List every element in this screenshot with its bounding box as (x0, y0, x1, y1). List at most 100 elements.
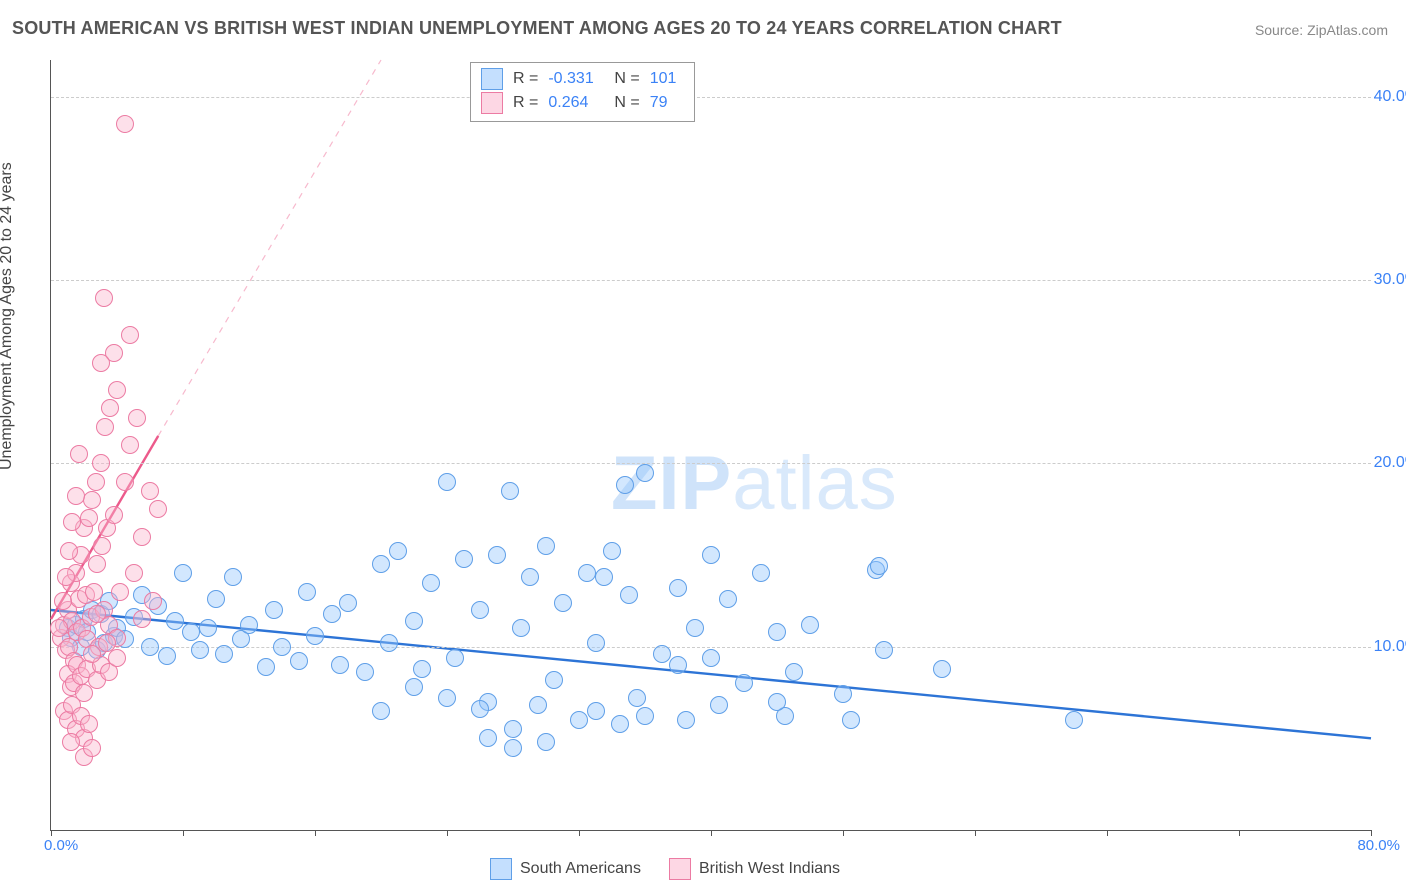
legend-swatch (481, 68, 503, 90)
x-tick-mark (51, 830, 52, 836)
data-point (149, 500, 167, 518)
data-point (125, 564, 143, 582)
data-point (88, 555, 106, 573)
data-point (471, 700, 489, 718)
data-point (870, 557, 888, 575)
data-point (331, 656, 349, 674)
data-point (380, 634, 398, 652)
gridline (51, 463, 1371, 464)
gridline (51, 97, 1371, 98)
data-point (446, 649, 464, 667)
data-point (488, 546, 506, 564)
data-point (611, 715, 629, 733)
data-point (62, 733, 80, 751)
chart-container: SOUTH AMERICAN VS BRITISH WEST INDIAN UN… (0, 0, 1406, 892)
x-tick-mark (1107, 830, 1108, 836)
data-point (116, 115, 134, 133)
data-point (50, 619, 68, 637)
y-tick-label: 30.0% (1374, 271, 1406, 289)
data-point (191, 641, 209, 659)
data-point (88, 605, 106, 623)
data-point (83, 739, 101, 757)
x-tick-mark (1371, 830, 1372, 836)
y-tick-label: 20.0% (1374, 454, 1406, 472)
data-point (121, 436, 139, 454)
data-point (570, 711, 588, 729)
data-point (438, 689, 456, 707)
data-point (57, 568, 75, 586)
data-point (587, 702, 605, 720)
data-point (875, 641, 893, 659)
data-point (144, 592, 162, 610)
data-point (105, 506, 123, 524)
x-origin-label: 0.0% (44, 837, 78, 854)
data-point (529, 696, 547, 714)
y-tick-label: 10.0% (1374, 638, 1406, 656)
trend-line (158, 60, 381, 436)
data-point (372, 702, 390, 720)
x-max-label: 80.0% (1357, 837, 1400, 854)
data-point (87, 473, 105, 491)
data-point (240, 616, 258, 634)
data-point (356, 663, 374, 681)
data-point (339, 594, 357, 612)
data-point (438, 473, 456, 491)
data-point (768, 693, 786, 711)
y-tick-label: 40.0% (1374, 88, 1406, 106)
correlation-legend: R =-0.331N =101R =0.264N =79 (470, 62, 695, 122)
data-point (323, 605, 341, 623)
data-point (512, 619, 530, 637)
r-label: R = (513, 70, 538, 88)
r-value: 0.264 (548, 94, 604, 112)
data-point (207, 590, 225, 608)
x-tick-mark (315, 830, 316, 836)
data-point (290, 652, 308, 670)
n-value: 79 (650, 94, 684, 112)
x-tick-mark (579, 830, 580, 836)
data-point (636, 464, 654, 482)
data-point (702, 649, 720, 667)
r-label: R = (513, 94, 538, 112)
legend-swatch (669, 858, 691, 880)
data-point (92, 454, 110, 472)
legend-item: British West Indians (669, 858, 840, 880)
x-tick-mark (447, 830, 448, 836)
data-point (95, 289, 113, 307)
data-point (554, 594, 572, 612)
data-point (182, 623, 200, 641)
source-label: Source: (1255, 22, 1303, 38)
data-point (111, 583, 129, 601)
trend-lines-layer (51, 60, 1371, 830)
data-point (628, 689, 646, 707)
data-point (537, 537, 555, 555)
data-point (504, 720, 522, 738)
source-link[interactable]: ZipAtlas.com (1307, 22, 1388, 38)
legend-swatch (490, 858, 512, 880)
x-tick-mark (1239, 830, 1240, 836)
data-point (842, 711, 860, 729)
data-point (108, 381, 126, 399)
data-point (636, 707, 654, 725)
data-point (85, 583, 103, 601)
data-point (265, 601, 283, 619)
data-point (54, 592, 72, 610)
data-point (372, 555, 390, 573)
data-point (587, 634, 605, 652)
data-point (702, 546, 720, 564)
source-attribution: Source: ZipAtlas.com (1255, 22, 1388, 38)
data-point (101, 399, 119, 417)
n-value: 101 (650, 70, 684, 88)
data-point (710, 696, 728, 714)
data-point (80, 509, 98, 527)
data-point (306, 627, 324, 645)
data-point (735, 674, 753, 692)
data-point (801, 616, 819, 634)
y-axis-label: Unemployment Among Ages 20 to 24 years (0, 162, 16, 470)
x-tick-mark (711, 830, 712, 836)
data-point (83, 491, 101, 509)
gridline (51, 280, 1371, 281)
data-point (60, 542, 78, 560)
data-point (620, 586, 638, 604)
legend-label: British West Indians (699, 860, 840, 878)
data-point (405, 612, 423, 630)
